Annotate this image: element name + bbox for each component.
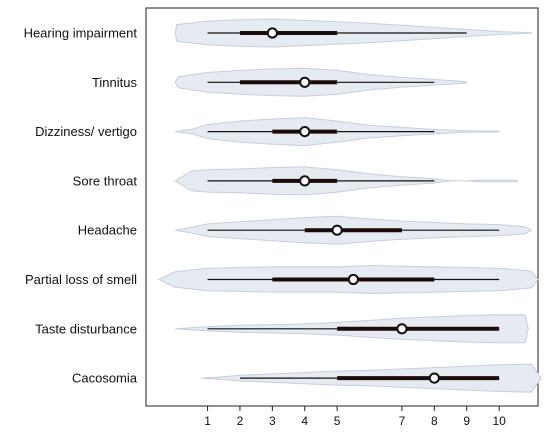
category-label: Taste disturbance	[35, 321, 137, 336]
x-tick-label: 4	[301, 414, 308, 428]
violin-group	[174, 166, 519, 196]
x-tick-label: 9	[463, 414, 470, 428]
median-marker	[428, 372, 440, 384]
violin-group	[175, 215, 533, 245]
plot-frame	[145, 7, 539, 407]
violins	[157, 18, 542, 393]
category-label: Sore throat	[73, 173, 138, 188]
category-label: Cacosomia	[72, 371, 138, 386]
category-label: Tinnitus	[92, 75, 138, 90]
category-labels: Hearing impairment Tinnitus Dizziness/ ver…	[24, 26, 138, 386]
median-marker	[331, 224, 343, 236]
x-tick-label: 10	[492, 414, 506, 428]
violin-group	[174, 67, 468, 97]
category-label: Headache	[78, 223, 137, 238]
violin-group	[175, 117, 500, 147]
median-marker	[299, 175, 311, 187]
x-tick-label: 2	[237, 414, 244, 428]
violin-group	[175, 314, 529, 344]
median-marker	[299, 126, 311, 138]
violin-group	[157, 264, 539, 295]
category-label: Hearing impairment	[24, 26, 138, 41]
median-marker	[299, 76, 311, 88]
median-marker	[266, 27, 278, 39]
median-marker	[396, 323, 408, 335]
x-tick-label: 1	[204, 414, 211, 428]
x-tick-label: 7	[399, 414, 406, 428]
x-tick-label: 5	[334, 414, 341, 428]
category-label: Partial loss of smell	[25, 272, 137, 287]
violin-group	[174, 18, 532, 48]
x-axis: 1 2 3 4 5 7 8 9 10	[204, 406, 506, 428]
median-marker	[347, 273, 359, 286]
x-tick-label: 3	[269, 414, 276, 428]
x-tick-label: 8	[431, 414, 438, 428]
violin-group	[201, 363, 542, 393]
category-label: Dizziness/ vertigo	[35, 124, 137, 139]
